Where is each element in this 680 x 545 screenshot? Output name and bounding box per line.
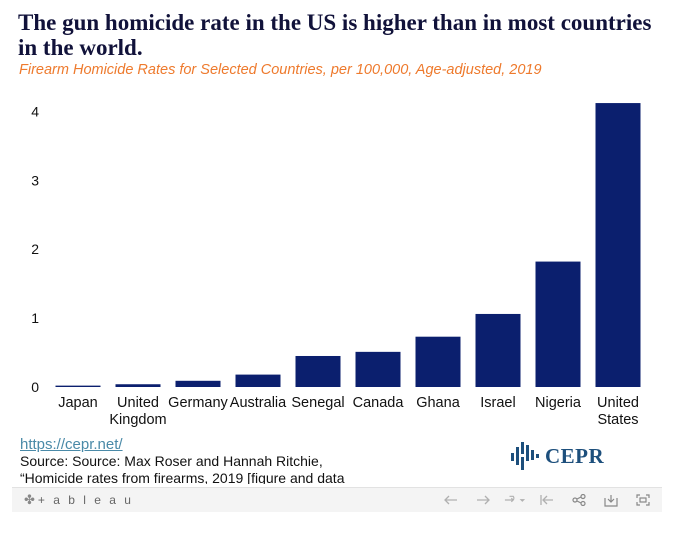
cepr-logo[interactable]: CEPR	[510, 440, 604, 472]
redo-icon[interactable]	[472, 491, 494, 509]
x-tick-label: Canada	[353, 395, 405, 411]
fullscreen-icon[interactable]	[632, 491, 654, 509]
y-tick-label: 2	[31, 241, 39, 257]
x-tick-label: United States	[597, 395, 639, 428]
bar[interactable]	[115, 384, 161, 387]
bar[interactable]	[475, 313, 521, 387]
bar[interactable]	[55, 385, 101, 387]
undo-icon[interactable]	[440, 491, 462, 509]
x-tick-label: Germany	[168, 395, 228, 411]
x-tick-label: Australia	[230, 395, 287, 411]
x-tick-label: Senegal	[291, 395, 344, 411]
cepr-logo-icon	[511, 442, 539, 470]
y-tick-label: 0	[31, 379, 39, 395]
bar[interactable]	[235, 374, 281, 387]
source-link[interactable]: https://cepr.net/	[20, 436, 123, 453]
chart-subtitle: Firearm Homicide Rates for Selected Coun…	[19, 62, 542, 78]
y-tick-label: 4	[31, 103, 39, 119]
toolbar-actions	[430, 491, 654, 509]
tableau-brand-label: + a b l e a u	[37, 493, 134, 507]
tableau-logo-icon: ✤	[24, 492, 35, 507]
bar[interactable]	[355, 351, 401, 387]
tableau-toolbar: ✤ + a b l e a u	[12, 487, 662, 512]
y-tick-label: 1	[31, 310, 39, 326]
x-tick-label: United Kingdom	[109, 395, 166, 428]
source-line: Source: Source: Max Roser and Hannah Rit…	[20, 453, 323, 469]
x-tick-label: Japan	[58, 395, 98, 411]
source-line: “Homicide rates from firearms, 2019 [fig…	[20, 470, 345, 484]
reset-icon[interactable]	[536, 491, 558, 509]
bar[interactable]	[595, 103, 641, 387]
share-icon[interactable]	[568, 491, 590, 509]
x-tick-label: Nigeria	[535, 395, 582, 411]
bar[interactable]	[295, 355, 341, 387]
revert-icon[interactable]	[504, 491, 526, 509]
tableau-brand[interactable]: ✤ + a b l e a u	[24, 492, 133, 508]
download-icon[interactable]	[600, 491, 622, 509]
source-text: Source: Source: Max Roser and Hannah Rit…	[20, 453, 440, 484]
cepr-logo-text: CEPR	[545, 443, 605, 468]
x-tick-label: Ghana	[416, 395, 460, 411]
chart-title: The gun homicide rate in the US is highe…	[18, 10, 652, 60]
bar[interactable]	[535, 261, 581, 387]
y-tick-label: 3	[31, 172, 39, 188]
bar[interactable]	[415, 336, 461, 387]
x-tick-label: Israel	[480, 395, 515, 411]
bar[interactable]	[175, 380, 221, 387]
